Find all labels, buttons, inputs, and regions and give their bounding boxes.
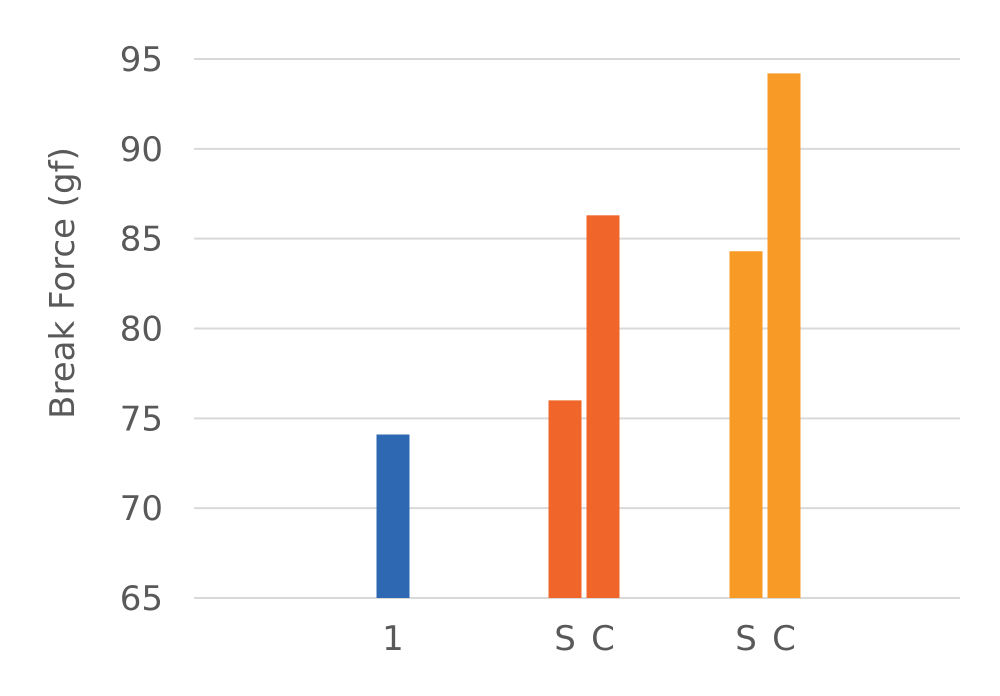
y-tick-label: 95: [120, 40, 163, 80]
x-tick-label: S: [735, 619, 757, 659]
y-tick-label: 65: [120, 579, 163, 619]
y-tick-label: 75: [120, 399, 163, 439]
bar-2: [548, 400, 582, 598]
y-tick-label: 80: [120, 310, 163, 350]
y-tick-label: 90: [120, 130, 163, 170]
y-tick-labels: 65 70 75 80 85 90 95: [120, 40, 163, 619]
bar-3: [586, 215, 620, 598]
bars: [376, 73, 801, 598]
x-tick-label: 1: [382, 619, 404, 659]
x-tick-label: C: [591, 619, 615, 659]
x-tick-label: C: [772, 619, 796, 659]
bar-4: [729, 251, 763, 598]
x-tick-label: S: [554, 619, 576, 659]
y-axis-title: Break Force (gf): [43, 147, 83, 419]
y-tick-label: 85: [120, 220, 163, 260]
y-tick-label: 70: [120, 489, 163, 529]
bar-1: [376, 434, 410, 598]
bar-5: [767, 73, 801, 598]
